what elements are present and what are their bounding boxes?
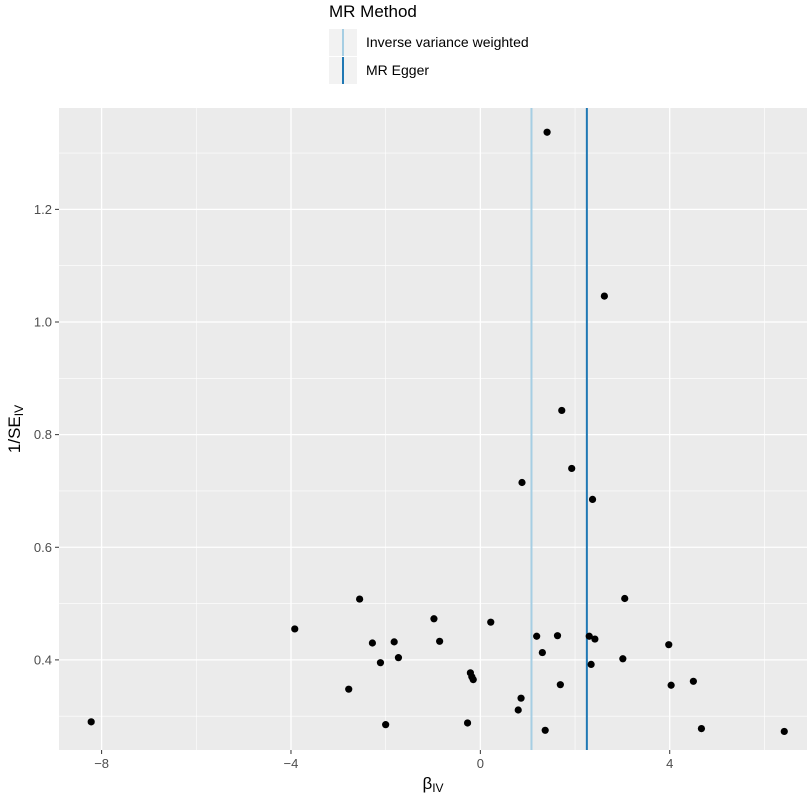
y-tick-label: 1.2 [34, 202, 52, 217]
x-axis-ticks: −8 −4 0 4 [94, 750, 673, 771]
data-point [588, 495, 597, 503]
data-point [291, 625, 299, 633]
data-point [543, 128, 551, 136]
x-axis-title-sub: IV [432, 781, 443, 795]
x-tick-label: −4 [284, 756, 299, 771]
data-point [553, 632, 562, 640]
data-point [533, 632, 541, 640]
x-tick-label: 0 [477, 756, 484, 771]
data-point [376, 659, 385, 667]
data-point [600, 292, 608, 300]
data-point [541, 726, 549, 734]
data-point [556, 681, 564, 689]
legend-label-egger: MR Egger [366, 62, 429, 78]
data-point [568, 464, 576, 473]
data-point [345, 685, 353, 693]
data-point [382, 721, 390, 729]
data-point [430, 615, 438, 623]
x-tick-label: −8 [94, 756, 109, 771]
data-point [619, 655, 627, 663]
data-point [356, 595, 364, 603]
data-point [463, 719, 472, 727]
data-point [390, 638, 398, 646]
legend-label-ivw: Inverse variance weighted [366, 34, 529, 50]
x-axis-title: βIV [422, 774, 443, 795]
y-axis-title-sub: IV [12, 405, 26, 416]
y-axis-title-main: 1/SE [5, 416, 24, 453]
data-point [689, 677, 697, 685]
data-point [697, 725, 706, 733]
data-point [538, 648, 546, 657]
data-point [587, 660, 595, 669]
data-point [87, 718, 95, 726]
data-points [87, 128, 788, 736]
data-point [517, 694, 525, 702]
data-point [591, 635, 599, 643]
data-point [514, 706, 522, 714]
data-point [487, 618, 495, 626]
y-tick-label: 0.6 [34, 540, 52, 555]
y-tick-label: 0.8 [34, 427, 52, 442]
data-point [558, 406, 566, 415]
data-point [665, 641, 673, 649]
data-point [436, 637, 444, 645]
y-axis-ticks: 0.4 0.6 0.8 1.0 1.2 [34, 202, 59, 667]
method-lines [530, 108, 588, 750]
x-axis-title-main: β [422, 774, 432, 793]
data-point [780, 727, 788, 736]
legend-title: MR Method [329, 2, 417, 21]
data-point [667, 681, 675, 689]
data-point [621, 594, 629, 603]
data-point [394, 654, 403, 662]
data-point [469, 676, 477, 684]
y-axis-title: 1/SEIV [5, 405, 26, 453]
minor-gridlines [59, 108, 807, 750]
data-point [585, 632, 593, 640]
x-tick-label: 4 [666, 756, 673, 771]
y-tick-label: 0.4 [34, 652, 52, 667]
data-point [518, 478, 526, 487]
plot-panel [59, 108, 807, 750]
data-point [368, 639, 377, 647]
y-tick-label: 1.0 [34, 315, 52, 330]
legend: MR Method Inverse variance weighted MR E… [329, 2, 529, 84]
